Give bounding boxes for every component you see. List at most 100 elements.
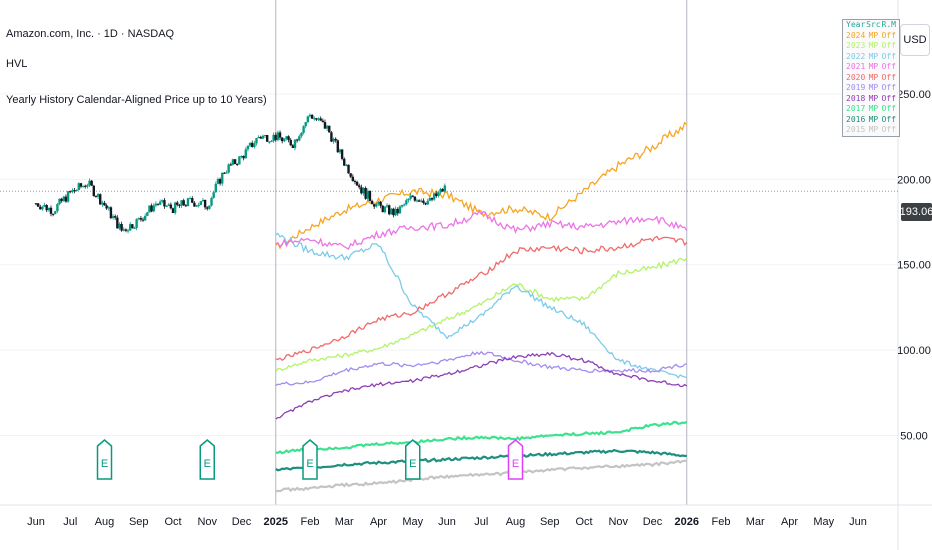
- candle-body: [169, 204, 173, 209]
- x-tick-label: 2025: [264, 516, 288, 528]
- earnings-marker: [405, 439, 421, 480]
- x-tick-label: Jul: [63, 516, 77, 528]
- candle-body: [242, 156, 245, 159]
- candle-body: [143, 215, 147, 221]
- candle-body: [88, 180, 91, 186]
- x-tick-label: Feb: [301, 516, 320, 528]
- candle-body: [214, 183, 218, 193]
- candle-body: [101, 202, 104, 205]
- candle-body: [236, 163, 239, 165]
- x-tick-label: Jun: [438, 516, 456, 528]
- candle-body: [381, 205, 384, 213]
- candle-body: [240, 156, 243, 158]
- candle-body: [293, 139, 297, 149]
- year-table-row: 2023 MP Off: [843, 41, 899, 52]
- candle-body: [280, 137, 284, 142]
- candle-body: [58, 198, 61, 205]
- candle-body: [353, 181, 357, 183]
- candle-body: [167, 204, 170, 206]
- candle-body: [285, 136, 288, 139]
- y-tick-label: 200.00: [897, 174, 931, 186]
- candle-body: [432, 193, 436, 200]
- table-cell-year: 2016: [846, 114, 866, 124]
- candle-body: [441, 188, 444, 192]
- table-cell-year: 2020: [846, 72, 866, 82]
- candle-body: [188, 198, 192, 200]
- table-cell-rm: Off: [881, 51, 896, 61]
- candle-body: [360, 187, 363, 194]
- year-table-row: 2022 MP Off: [843, 52, 899, 63]
- x-tick-label: Nov: [197, 516, 217, 528]
- candle-body: [430, 198, 434, 200]
- candle-body: [349, 173, 352, 177]
- x-tick-label: Oct: [164, 516, 181, 528]
- candle-body: [313, 118, 316, 120]
- table-cell-src: MP: [868, 41, 879, 50]
- candle-body: [255, 138, 258, 144]
- year-table-row: 2021 MP Off: [843, 62, 899, 73]
- candle-body: [210, 198, 213, 206]
- year-table: Year Src R.M 2024 MP Off 2023 MP Off 2022 MP Off…: [842, 19, 900, 137]
- series-line-2022: [275, 232, 687, 379]
- candle-body: [238, 156, 241, 165]
- candle-body: [96, 194, 100, 197]
- candle-body: [308, 114, 312, 117]
- earnings-marker: [302, 439, 318, 480]
- earnings-marker-label: E: [512, 458, 519, 470]
- earnings-marker-label: E: [306, 458, 313, 470]
- candle-body: [221, 172, 224, 184]
- candle-body: [116, 217, 119, 229]
- candle-body: [244, 149, 247, 159]
- candle-body: [362, 187, 365, 194]
- candle-body: [355, 181, 359, 186]
- candle-body: [49, 207, 53, 214]
- candle-body: [34, 203, 38, 205]
- x-tick-label: Dec: [232, 516, 252, 528]
- candle-body: [409, 195, 412, 199]
- candle-body: [398, 206, 402, 214]
- candle-body: [122, 229, 125, 231]
- candle-body: [259, 137, 262, 139]
- candle-body: [336, 140, 340, 153]
- year-table-header: Year Src R.M: [843, 20, 899, 31]
- x-tick-label: Jun: [849, 516, 867, 528]
- candle-body: [405, 200, 408, 205]
- year-table-row: 2020 MP Off: [843, 73, 899, 84]
- candle-body: [287, 136, 290, 140]
- x-tick-label: Dec: [643, 516, 663, 528]
- table-cell-year: 2017: [846, 104, 866, 113]
- candle-body: [118, 223, 121, 229]
- candle-body: [390, 208, 393, 215]
- table-cell-src: MP: [868, 51, 879, 61]
- candle-body: [347, 164, 350, 174]
- candle-body: [358, 185, 361, 188]
- candle-body: [379, 202, 382, 206]
- table-cell-year: 2022: [846, 51, 866, 61]
- candle-body: [120, 223, 123, 231]
- candle-body: [124, 229, 128, 231]
- indicator-short-title: HVL: [6, 58, 28, 70]
- candle-body: [146, 212, 149, 216]
- last-price-tag: 193.06: [900, 203, 932, 221]
- candle-body: [413, 196, 417, 201]
- candle-body: [270, 140, 273, 142]
- candle-body: [385, 205, 389, 207]
- x-tick-label: Oct: [575, 516, 592, 528]
- currency-button[interactable]: USD: [900, 24, 930, 56]
- candle-body: [321, 120, 325, 123]
- candle-body: [203, 200, 207, 208]
- candle-body: [370, 200, 374, 205]
- candle-body: [334, 138, 337, 141]
- candle-body: [216, 179, 220, 184]
- candle-body: [426, 200, 429, 205]
- y-tick-label: 250.00: [897, 89, 931, 101]
- table-cell-rm: Off: [881, 125, 896, 134]
- candle-body: [184, 205, 188, 207]
- candle-body: [158, 201, 162, 205]
- table-cell-src: MP: [868, 30, 879, 40]
- candle-body: [148, 205, 151, 213]
- candle-body: [276, 132, 280, 141]
- candle-body: [84, 185, 87, 187]
- candle-body: [128, 224, 132, 231]
